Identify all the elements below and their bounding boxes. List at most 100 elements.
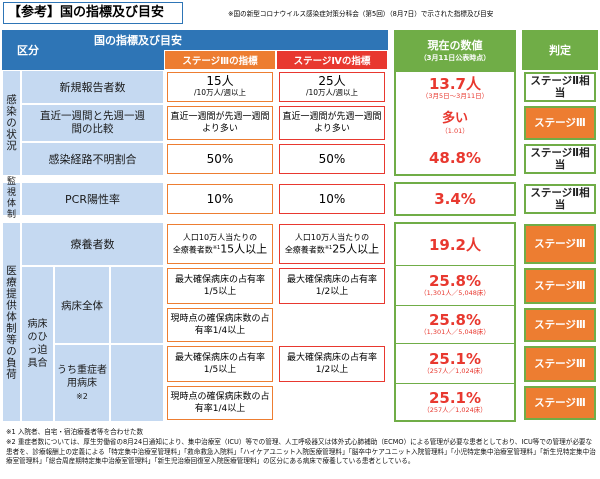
stage3-all-beds-current: 現時点の確保病床数の占有率1/4以上 bbox=[167, 308, 273, 342]
stage3-value: 15人 bbox=[206, 74, 234, 88]
current-all-beds-current: 25.8% （1,301人／5,048床） bbox=[394, 306, 516, 344]
current-all-beds-max: 25.8% （1,301人／5,048床） bbox=[394, 266, 516, 306]
current-patients: 19.2人 bbox=[394, 222, 516, 266]
current-sub: （257人／1,024床） bbox=[423, 367, 487, 375]
group-severe-beds-note: ※2 bbox=[76, 391, 88, 401]
header-blank bbox=[54, 50, 164, 70]
current-sub: （3月5日～3月11日） bbox=[421, 91, 489, 100]
group-medical: 医療提供体制等の負荷 bbox=[2, 222, 21, 422]
stage3-all-beds-max: 最大確保病床の占有率1/5以上 bbox=[167, 268, 273, 304]
current-value: 19.2人 bbox=[428, 235, 481, 254]
group-monitoring: 監視体制 bbox=[2, 177, 21, 220]
stage3-value: 50% bbox=[206, 152, 234, 166]
judge-week-compare: ステージⅢ bbox=[524, 106, 596, 140]
row-label-new-cases: 新規報告者数 bbox=[21, 70, 164, 104]
stage3-severe-beds-current: 現時点の確保病床数の占有率1/4以上 bbox=[167, 386, 273, 420]
header-current-date: （3月11日公表時点） bbox=[419, 54, 491, 62]
stage4-new-cases: 25人 /10万人/週以上 bbox=[279, 72, 385, 102]
stage3-note: ※1 bbox=[212, 245, 221, 252]
group-infection: 感染の状況 bbox=[2, 70, 21, 176]
stage3-value: 10% bbox=[206, 192, 234, 206]
current-week-compare: 多い （1.01） bbox=[394, 104, 516, 142]
header-current: 現在の数値 （3月11日公表時点） bbox=[394, 30, 516, 70]
current-sub: （1,301人／5,048床） bbox=[420, 328, 490, 336]
header-stage4: ステージⅣの指標 bbox=[276, 50, 388, 70]
judge-pcr: ステージⅡ相当 bbox=[524, 184, 596, 214]
judge-severe-beds-current: ステージⅢ bbox=[524, 386, 596, 420]
indicator-table: 区分 国の指標及び目安 ステージⅢの指標 ステージⅣの指標 現在の数値 （3月1… bbox=[2, 30, 598, 422]
stage3-patients: 人口10万人当たりの 全療養者数※115人以上 bbox=[167, 224, 273, 264]
judge-new-cases: ステージⅡ相当 bbox=[524, 72, 596, 102]
stage4-note: ※1 bbox=[324, 245, 333, 252]
page-subtitle: ※国の新型コロナウイルス感染症対策分科会（第5回）（8月7日）で示された指標及び… bbox=[228, 10, 494, 18]
group-severe-beds: うち重症者用病床 ※2 bbox=[54, 344, 110, 422]
stage4-unit: /10万人/週以上 bbox=[305, 88, 359, 97]
group-severe-beds-label: うち重症者用病床 bbox=[57, 364, 107, 389]
stage3-value: 15人以上 bbox=[220, 242, 268, 256]
stage3-new-cases: 15人 /10万人/週以上 bbox=[167, 72, 273, 102]
stage3-unit: /10万人/週以上 bbox=[193, 88, 247, 97]
stage4-pcr: 10% bbox=[279, 184, 385, 214]
current-sub: （257人／1,024床） bbox=[423, 405, 487, 414]
current-severe-beds-max: 25.1% （257人／1,024床） bbox=[394, 344, 516, 384]
group-severe-beds-fill bbox=[110, 344, 164, 422]
group-all-beds-fill bbox=[110, 266, 164, 344]
group-medical-label: 医療提供体制等の負荷 bbox=[5, 264, 17, 380]
group-bed-pressure: 病床のひっ迫具合 bbox=[21, 266, 54, 422]
row-label-week-compare: 直近一週間と先週一週間の比較 bbox=[21, 104, 164, 142]
spacer bbox=[388, 30, 394, 70]
stage3-line2-label: 全療養者数 bbox=[172, 245, 213, 255]
footnote-2: ※2 重症者数については、厚生労働省の8月24日通知により、集中治療室（ICU）… bbox=[6, 437, 596, 466]
stage4-all-beds-current-empty bbox=[276, 306, 388, 344]
judge-unknown-route: ステージⅡ相当 bbox=[524, 144, 596, 174]
current-pcr: 3.4% bbox=[394, 182, 516, 216]
judge-all-beds-max: ステージⅢ bbox=[524, 268, 596, 304]
header-current-label: 現在の数値 bbox=[427, 39, 483, 52]
current-new-cases: 13.7人 （3月5日～3月11日） bbox=[394, 70, 516, 104]
stage4-value: 50% bbox=[318, 152, 346, 166]
stage4-severe-beds-max: 最大確保病床の占有率1/2以上 bbox=[279, 346, 385, 382]
current-sub: （1.01） bbox=[441, 126, 469, 135]
group-infection-label: 感染の状況 bbox=[5, 94, 17, 152]
current-sub: （1,301人／5,048床） bbox=[420, 289, 490, 297]
page-title: 【参考】国の指標及び目安 bbox=[3, 2, 183, 24]
stage3-pcr: 10% bbox=[167, 184, 273, 214]
footnotes: ※1 入院者、自宅・宿泊療養者等を合わせた数 ※2 重症者数については、厚生労働… bbox=[6, 428, 596, 467]
stage4-value: 10% bbox=[318, 192, 346, 206]
stage3-line1: 人口10万人当たりの bbox=[182, 233, 258, 243]
judge-patients: ステージⅢ bbox=[524, 224, 596, 264]
header-stage3: ステージⅢの指標 bbox=[164, 50, 276, 70]
current-unknown-route: 48.8% bbox=[394, 142, 516, 176]
header-category: 区分 bbox=[2, 30, 54, 70]
stage3-week-compare: 直近一週間が先週一週間より多い bbox=[167, 106, 273, 140]
stage3-line2: 全療養者数※115人以上 bbox=[173, 243, 267, 256]
judge-all-beds-current: ステージⅢ bbox=[524, 308, 596, 342]
stage4-line2-label: 全療養者数 bbox=[284, 245, 325, 255]
stage4-patients: 人口10万人当たりの 全療養者数※125人以上 bbox=[279, 224, 385, 264]
stage4-line2: 全療養者数※125人以上 bbox=[285, 243, 379, 256]
current-value: 多い bbox=[441, 110, 468, 126]
row-label-patients: 療養者数 bbox=[21, 222, 164, 266]
current-value: 25.1% bbox=[428, 350, 482, 368]
row-label-unknown-route: 感染経路不明割合 bbox=[21, 142, 164, 176]
current-value: 48.8% bbox=[428, 149, 482, 167]
current-value: 25.1% bbox=[428, 388, 482, 407]
current-severe-beds-current: 25.1% （257人／1,024床） bbox=[394, 384, 516, 422]
stage4-line1: 人口10万人当たりの bbox=[294, 233, 370, 243]
spacer bbox=[516, 30, 522, 70]
stage3-severe-beds-max: 最大確保病床の占有率1/5以上 bbox=[167, 346, 273, 382]
current-value: 25.8% bbox=[428, 272, 482, 290]
stage4-all-beds-max: 最大確保病床の占有率1/2以上 bbox=[279, 268, 385, 304]
judge-severe-beds-max: ステージⅢ bbox=[524, 346, 596, 382]
header-indicators: 国の指標及び目安 bbox=[54, 30, 388, 50]
footnote-1: ※1 入院者、自宅・宿泊療養者等を合わせた数 bbox=[6, 428, 144, 436]
current-value: 13.7人 bbox=[428, 74, 481, 93]
current-value: 25.8% bbox=[428, 311, 482, 329]
stage3-unknown-route: 50% bbox=[167, 144, 273, 174]
stage4-severe-beds-current-empty bbox=[276, 384, 388, 422]
stage4-value: 25人以上 bbox=[332, 242, 380, 256]
stage4-unknown-route: 50% bbox=[279, 144, 385, 174]
current-value: 3.4% bbox=[434, 190, 476, 208]
header-judgement: 判定 bbox=[522, 30, 598, 70]
